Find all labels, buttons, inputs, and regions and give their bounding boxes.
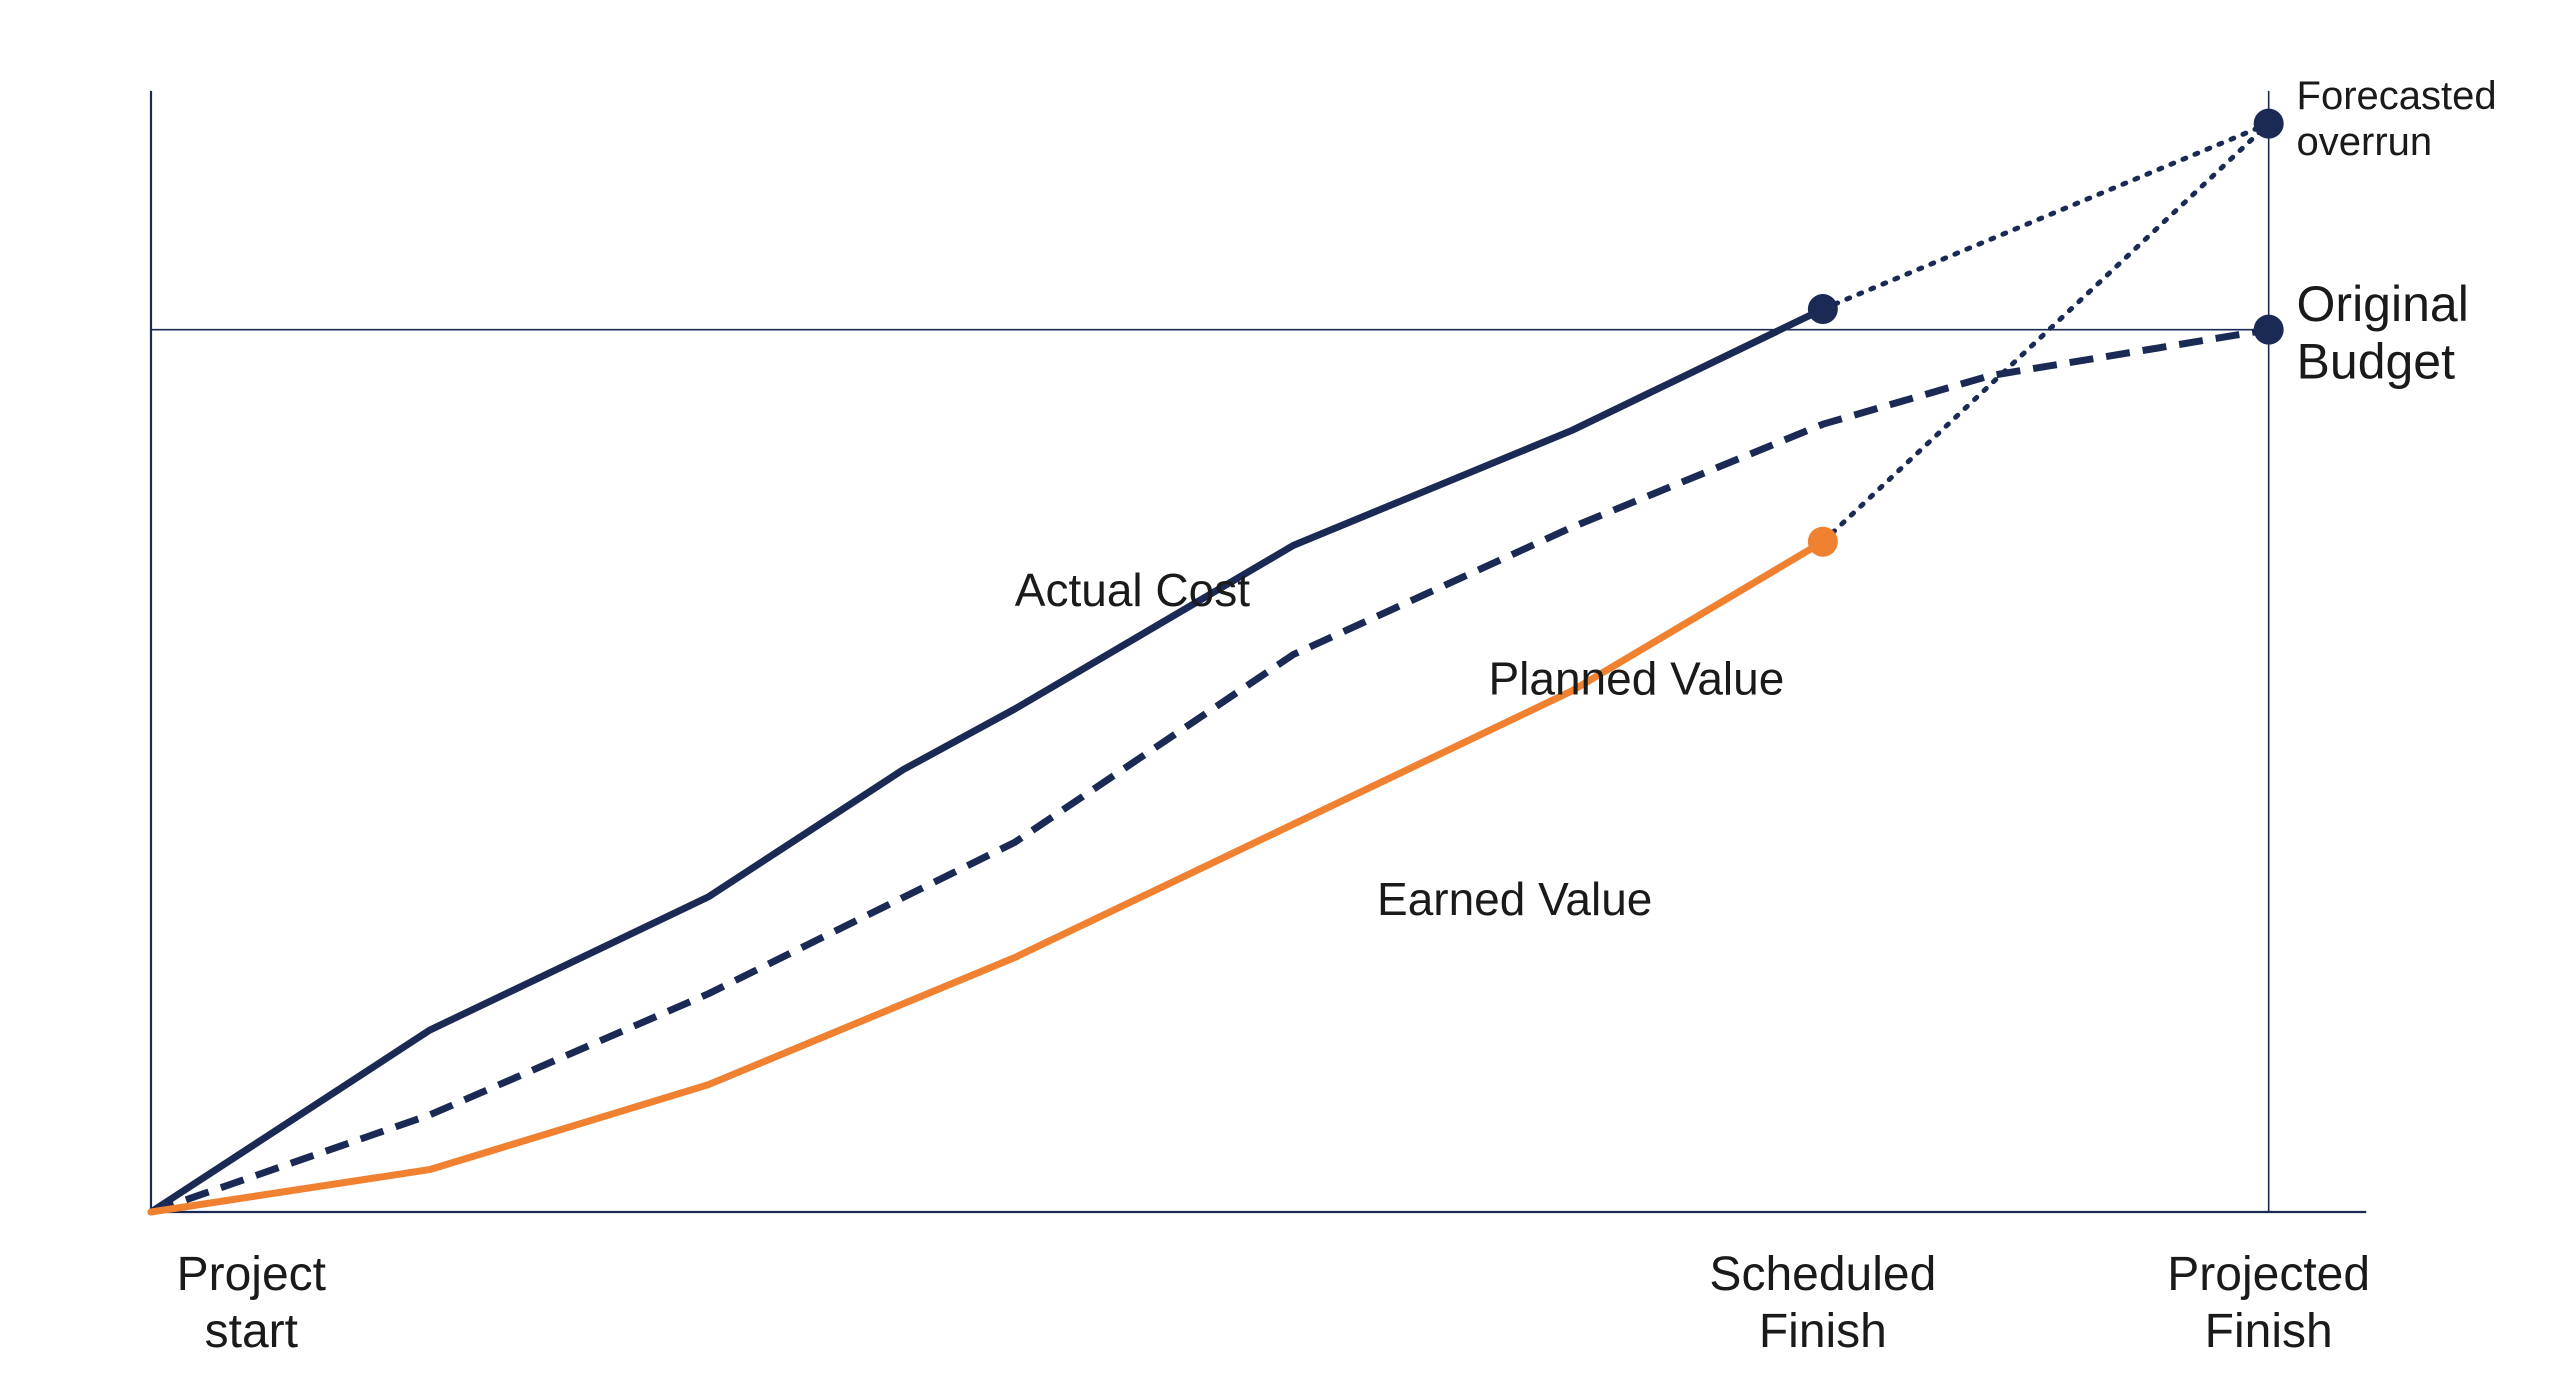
annotation-line: Budget bbox=[2297, 334, 2456, 390]
annotations: Actual Cost Planned Value Earned Value Fore… bbox=[1015, 74, 2497, 925]
annotation-original-budget: Original Budget bbox=[2297, 276, 2469, 390]
forecast-projection-line-2 bbox=[1820, 121, 2272, 545]
annotation-line: overrun bbox=[2297, 120, 2433, 164]
tick-label-line: Project bbox=[177, 1248, 326, 1301]
x-tick-label-scheduled-finish: Scheduled Finish bbox=[1709, 1248, 1936, 1358]
x-tick-label-project-start: Project start bbox=[177, 1248, 326, 1358]
x-tick-label-projected-finish: Projected Finish bbox=[2167, 1248, 2370, 1358]
annotation-forecasted-overrun: Forecasted overrun bbox=[2297, 74, 2497, 164]
annotation-earned-value: Earned Value bbox=[1377, 873, 1652, 925]
earned-value-end-marker bbox=[1807, 526, 1838, 557]
annotation-actual-cost: Actual Cost bbox=[1015, 564, 1250, 616]
tick-label-line: Projected bbox=[2167, 1248, 2370, 1301]
annotation-line: Planned Value bbox=[1488, 652, 1784, 704]
series-lines bbox=[147, 305, 2270, 1216]
annotation-line: Earned Value bbox=[1377, 873, 1652, 925]
planned-value-line bbox=[149, 326, 2270, 1216]
tick-label-line: start bbox=[205, 1305, 298, 1358]
annotation-line: Actual Cost bbox=[1015, 564, 1250, 616]
annotation-line: Original bbox=[2297, 276, 2469, 332]
tick-label-line: Finish bbox=[2205, 1305, 2333, 1358]
projection-lines bbox=[1820, 121, 2272, 545]
annotation-planned-value: Planned Value bbox=[1488, 652, 1784, 704]
actual-cost-line bbox=[147, 305, 1827, 1216]
reference-lines bbox=[151, 90, 2270, 1212]
original-budget-marker bbox=[2253, 314, 2284, 345]
point-markers bbox=[1807, 108, 2284, 557]
earned-value-line bbox=[147, 538, 1827, 1216]
tick-label-line: Finish bbox=[1759, 1305, 1887, 1358]
actual-cost-end-marker bbox=[1807, 294, 1838, 325]
tick-label-line: Scheduled bbox=[1709, 1248, 1936, 1301]
forecast-projection-line-1 bbox=[1820, 121, 2272, 312]
forecasted-overrun-marker bbox=[2253, 108, 2284, 139]
axes bbox=[149, 90, 2367, 1214]
annotation-line: Forecasted bbox=[2297, 74, 2497, 118]
